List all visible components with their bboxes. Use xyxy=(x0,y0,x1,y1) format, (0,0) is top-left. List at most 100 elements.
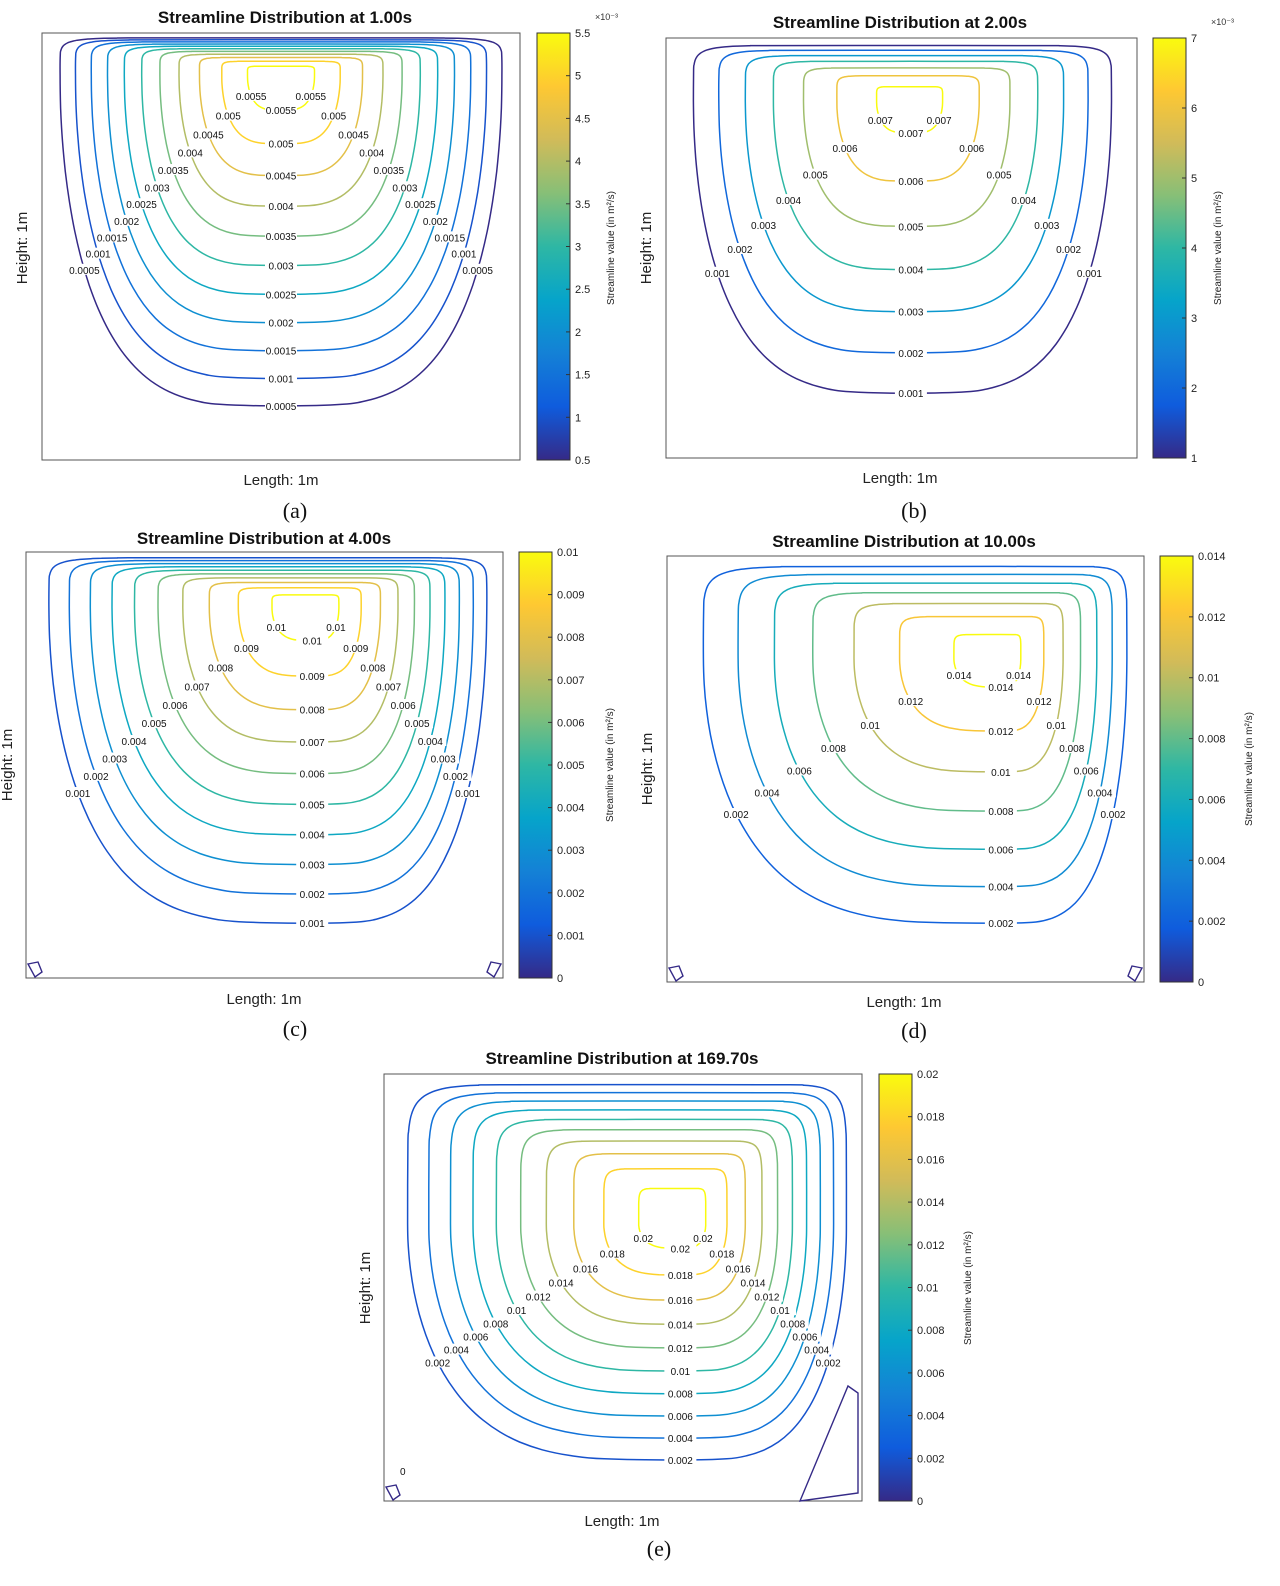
contour-label: 0.002 xyxy=(1056,245,1081,256)
colorbar-tick-label: 2 xyxy=(1191,383,1197,395)
colorbar xyxy=(878,1073,913,1502)
contour-label-bg xyxy=(664,1341,697,1353)
colorbar-tick-label: 0.012 xyxy=(917,1240,945,1252)
colorbar-tick-label: 0.012 xyxy=(1198,612,1226,624)
colorbar-tick-label: 0.002 xyxy=(557,888,585,900)
contour-label: 0.001 xyxy=(705,269,730,280)
contour-label-bg xyxy=(138,717,171,729)
contour-label-bg xyxy=(372,680,405,692)
contour-line xyxy=(123,45,439,296)
contour-label: 0.0015 xyxy=(435,233,466,244)
contour-label-bg xyxy=(265,104,297,116)
contour-label-bg xyxy=(799,168,832,180)
contour-line xyxy=(48,556,488,924)
contour-label: 0.01 xyxy=(267,623,287,634)
contour-lines: 0.002 0.002 0.002 0.004 0.004 0.004 0.006 0.006… xyxy=(702,565,1129,930)
contour-label-bg xyxy=(110,214,143,226)
contour-label: 0.01 xyxy=(770,1306,790,1317)
contour-label: 0.008 xyxy=(668,1390,693,1401)
contour-label-bg xyxy=(427,752,460,764)
colorbar-tick-label: 0.001 xyxy=(557,930,585,942)
contour-label: 0.016 xyxy=(668,1296,693,1307)
contour-label: 0.002 xyxy=(114,217,139,228)
contour-line xyxy=(802,67,1011,228)
contour-label: 0.01 xyxy=(507,1306,527,1317)
colorbar-label: Streamline value (in m²/s) xyxy=(605,708,616,822)
contour-line xyxy=(198,56,364,177)
contour-label: 0.02 xyxy=(693,1234,713,1245)
colorbar-exponent: ×10⁻³ xyxy=(1211,17,1234,27)
contour-line xyxy=(603,1168,728,1276)
contour-label-bg xyxy=(192,128,225,140)
contour-lines: 0.001 0.001 0.001 0.002 0.002 0.002 0.003 0.003… xyxy=(692,44,1113,400)
colorbar-tick-label: 0.006 xyxy=(557,717,585,729)
colorbar-exponent: ×10⁻³ xyxy=(595,12,618,22)
contour-label: 0.008 xyxy=(988,807,1013,818)
contour-label: 0.01 xyxy=(302,637,322,648)
colorbar-tick-label: 0.003 xyxy=(557,845,585,857)
contour-label: 0.006 xyxy=(463,1333,488,1344)
corner-eddies xyxy=(667,965,1144,983)
contour-label-bg xyxy=(943,669,976,681)
contour-line xyxy=(74,39,488,380)
contour-label-bg xyxy=(664,1364,697,1376)
contour-label-bg xyxy=(265,230,297,242)
contour-label: 0.006 xyxy=(162,701,187,712)
contour-line xyxy=(182,577,399,743)
contour-label-bg xyxy=(664,1387,697,1399)
contour-label-bg xyxy=(294,89,327,101)
contour-label: 0.007 xyxy=(927,116,952,127)
contour-label: 0.016 xyxy=(726,1264,751,1275)
colorbar-tick-label: 3 xyxy=(575,242,581,254)
panel-label: (c) xyxy=(283,1016,307,1041)
contour-label: 0.007 xyxy=(376,683,401,694)
contour-label-bg xyxy=(1070,764,1103,776)
contour-label: 0.0005 xyxy=(266,402,297,413)
x-axis-label: Length: 1m xyxy=(862,470,937,487)
contour-label-bg xyxy=(265,288,297,300)
contour-label: 0.0025 xyxy=(405,200,436,211)
contour-label: 0.001 xyxy=(86,250,111,261)
contour-label: 0.01 xyxy=(1047,721,1067,732)
contour-label-bg xyxy=(664,1318,697,1330)
contour-label: 0.005 xyxy=(268,140,293,151)
contour-label-bg xyxy=(372,164,405,176)
contour-label: 0.005 xyxy=(321,112,346,123)
contour-label: 0.002 xyxy=(898,349,923,360)
contour-line xyxy=(573,1152,747,1301)
contour-line xyxy=(875,85,944,134)
colorbar-tick-label: 0.008 xyxy=(917,1325,945,1337)
contour-label: 0.004 xyxy=(1087,788,1112,799)
contour-lines: 0.0005 0.0005 0.0005 0.001 0.001 0.001 0.0015 0… xyxy=(59,37,503,413)
contour-line xyxy=(68,559,475,895)
contour-line xyxy=(221,60,341,145)
contour-label-bg xyxy=(159,699,192,711)
contour-label-bg xyxy=(339,641,372,653)
colorbar-label: Streamline value (in m²/s) xyxy=(606,191,617,305)
contour-line xyxy=(853,602,1064,773)
contour-label: 0.001 xyxy=(451,250,476,261)
contour-label: 0.002 xyxy=(816,1358,841,1369)
contour-label: 0.0005 xyxy=(69,266,100,277)
contour-label-bg xyxy=(817,742,850,754)
colorbar-tick-label: 5 xyxy=(1191,173,1197,185)
contour-label: 0.004 xyxy=(418,737,443,748)
contour-label: 0.014 xyxy=(1006,671,1031,682)
contour-label: 0.009 xyxy=(300,672,325,683)
colorbar-tick-label: 2.5 xyxy=(575,284,590,296)
x-axis-label: Length: 1m xyxy=(866,994,941,1011)
contour-label: 0.008 xyxy=(780,1320,805,1331)
contour-label: 0.014 xyxy=(988,683,1013,694)
contour-label-bg xyxy=(319,620,352,632)
contour-label-bg xyxy=(764,1304,797,1316)
contour-label: 0.006 xyxy=(391,701,416,712)
contour-label: 0.004 xyxy=(755,788,780,799)
colorbar-tick-label: 0.004 xyxy=(917,1411,945,1423)
plot-frame xyxy=(666,555,1145,983)
contour-line xyxy=(836,75,980,182)
contour-label: 0.007 xyxy=(300,738,325,749)
contour-label: 0.0035 xyxy=(158,166,189,177)
contour-label-bg xyxy=(751,786,784,798)
contour-label-bg xyxy=(1002,669,1035,681)
contour-label: 0.0045 xyxy=(338,130,369,141)
